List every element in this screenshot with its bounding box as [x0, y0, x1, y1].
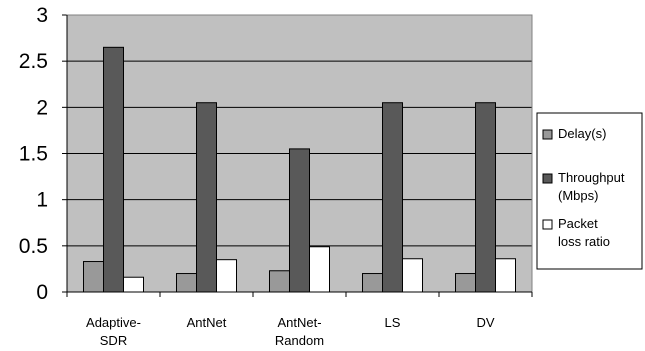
category-label-line: Random — [275, 333, 324, 348]
category-label-line: Adaptive- — [86, 315, 141, 330]
category-label-line: SDR — [100, 333, 127, 348]
legend-label: Delay(s) — [558, 126, 606, 141]
bar-series-2 — [382, 102, 403, 293]
legend-swatch-2 — [542, 173, 553, 184]
legend-label-line: loss ratio — [558, 234, 610, 249]
category-label-line: LS — [385, 315, 401, 330]
bar-series-1 — [83, 261, 104, 293]
bar-series-2 — [103, 46, 124, 293]
legend-label-line: Packet — [558, 216, 598, 231]
category-label: LS — [385, 315, 401, 330]
legend-swatch-3 — [542, 219, 553, 230]
y-tick-label: 3 — [36, 4, 48, 27]
bar-series-3 — [216, 259, 237, 293]
bar-series-3 — [309, 246, 330, 293]
y-tick-label: 2.5 — [19, 50, 48, 73]
bar-series-1 — [176, 273, 197, 293]
bar-series-3 — [402, 258, 423, 293]
category-label: AntNet — [187, 315, 227, 330]
category-label-line: DV — [476, 315, 494, 330]
legend: Delay(s) Throughput (Mbps) Packet loss ratio — [536, 112, 643, 270]
legend-label-line: Throughput — [558, 170, 625, 185]
category-label: AntNet- Random — [275, 315, 324, 348]
bar-series-2 — [475, 102, 496, 293]
legend-swatch-1 — [542, 129, 553, 140]
bar-series-2 — [196, 102, 217, 293]
bar-series-3 — [123, 276, 144, 293]
category-label: DV — [476, 315, 494, 330]
y-tick-label: 1 — [36, 189, 48, 212]
y-tick-label: 1.5 — [19, 143, 48, 166]
category-label-line: AntNet — [187, 315, 227, 330]
legend-label-line: Delay(s) — [558, 126, 606, 141]
bar-series-1 — [455, 273, 476, 293]
bar-series-2 — [289, 148, 310, 293]
category-label: Adaptive- SDR — [86, 315, 141, 348]
bar-series-1 — [362, 273, 383, 293]
legend-label-line: (Mbps) — [558, 188, 598, 203]
legend-box — [536, 112, 643, 270]
category-label-line: AntNet- — [277, 315, 321, 330]
bar-series-3 — [495, 258, 516, 293]
plot-area: 0 0.5 1 1.5 2 2.5 3 Adaptive- SDR AntNet AntNet- Ra… — [19, 4, 533, 348]
bar-series-1 — [269, 270, 290, 293]
y-tick-label: 0.5 — [19, 235, 48, 258]
y-tick-label: 0 — [36, 281, 48, 304]
legend-label: Throughput (Mbps) — [558, 170, 625, 203]
legend-label: Packet loss ratio — [558, 216, 610, 249]
y-tick-label: 2 — [36, 96, 48, 119]
